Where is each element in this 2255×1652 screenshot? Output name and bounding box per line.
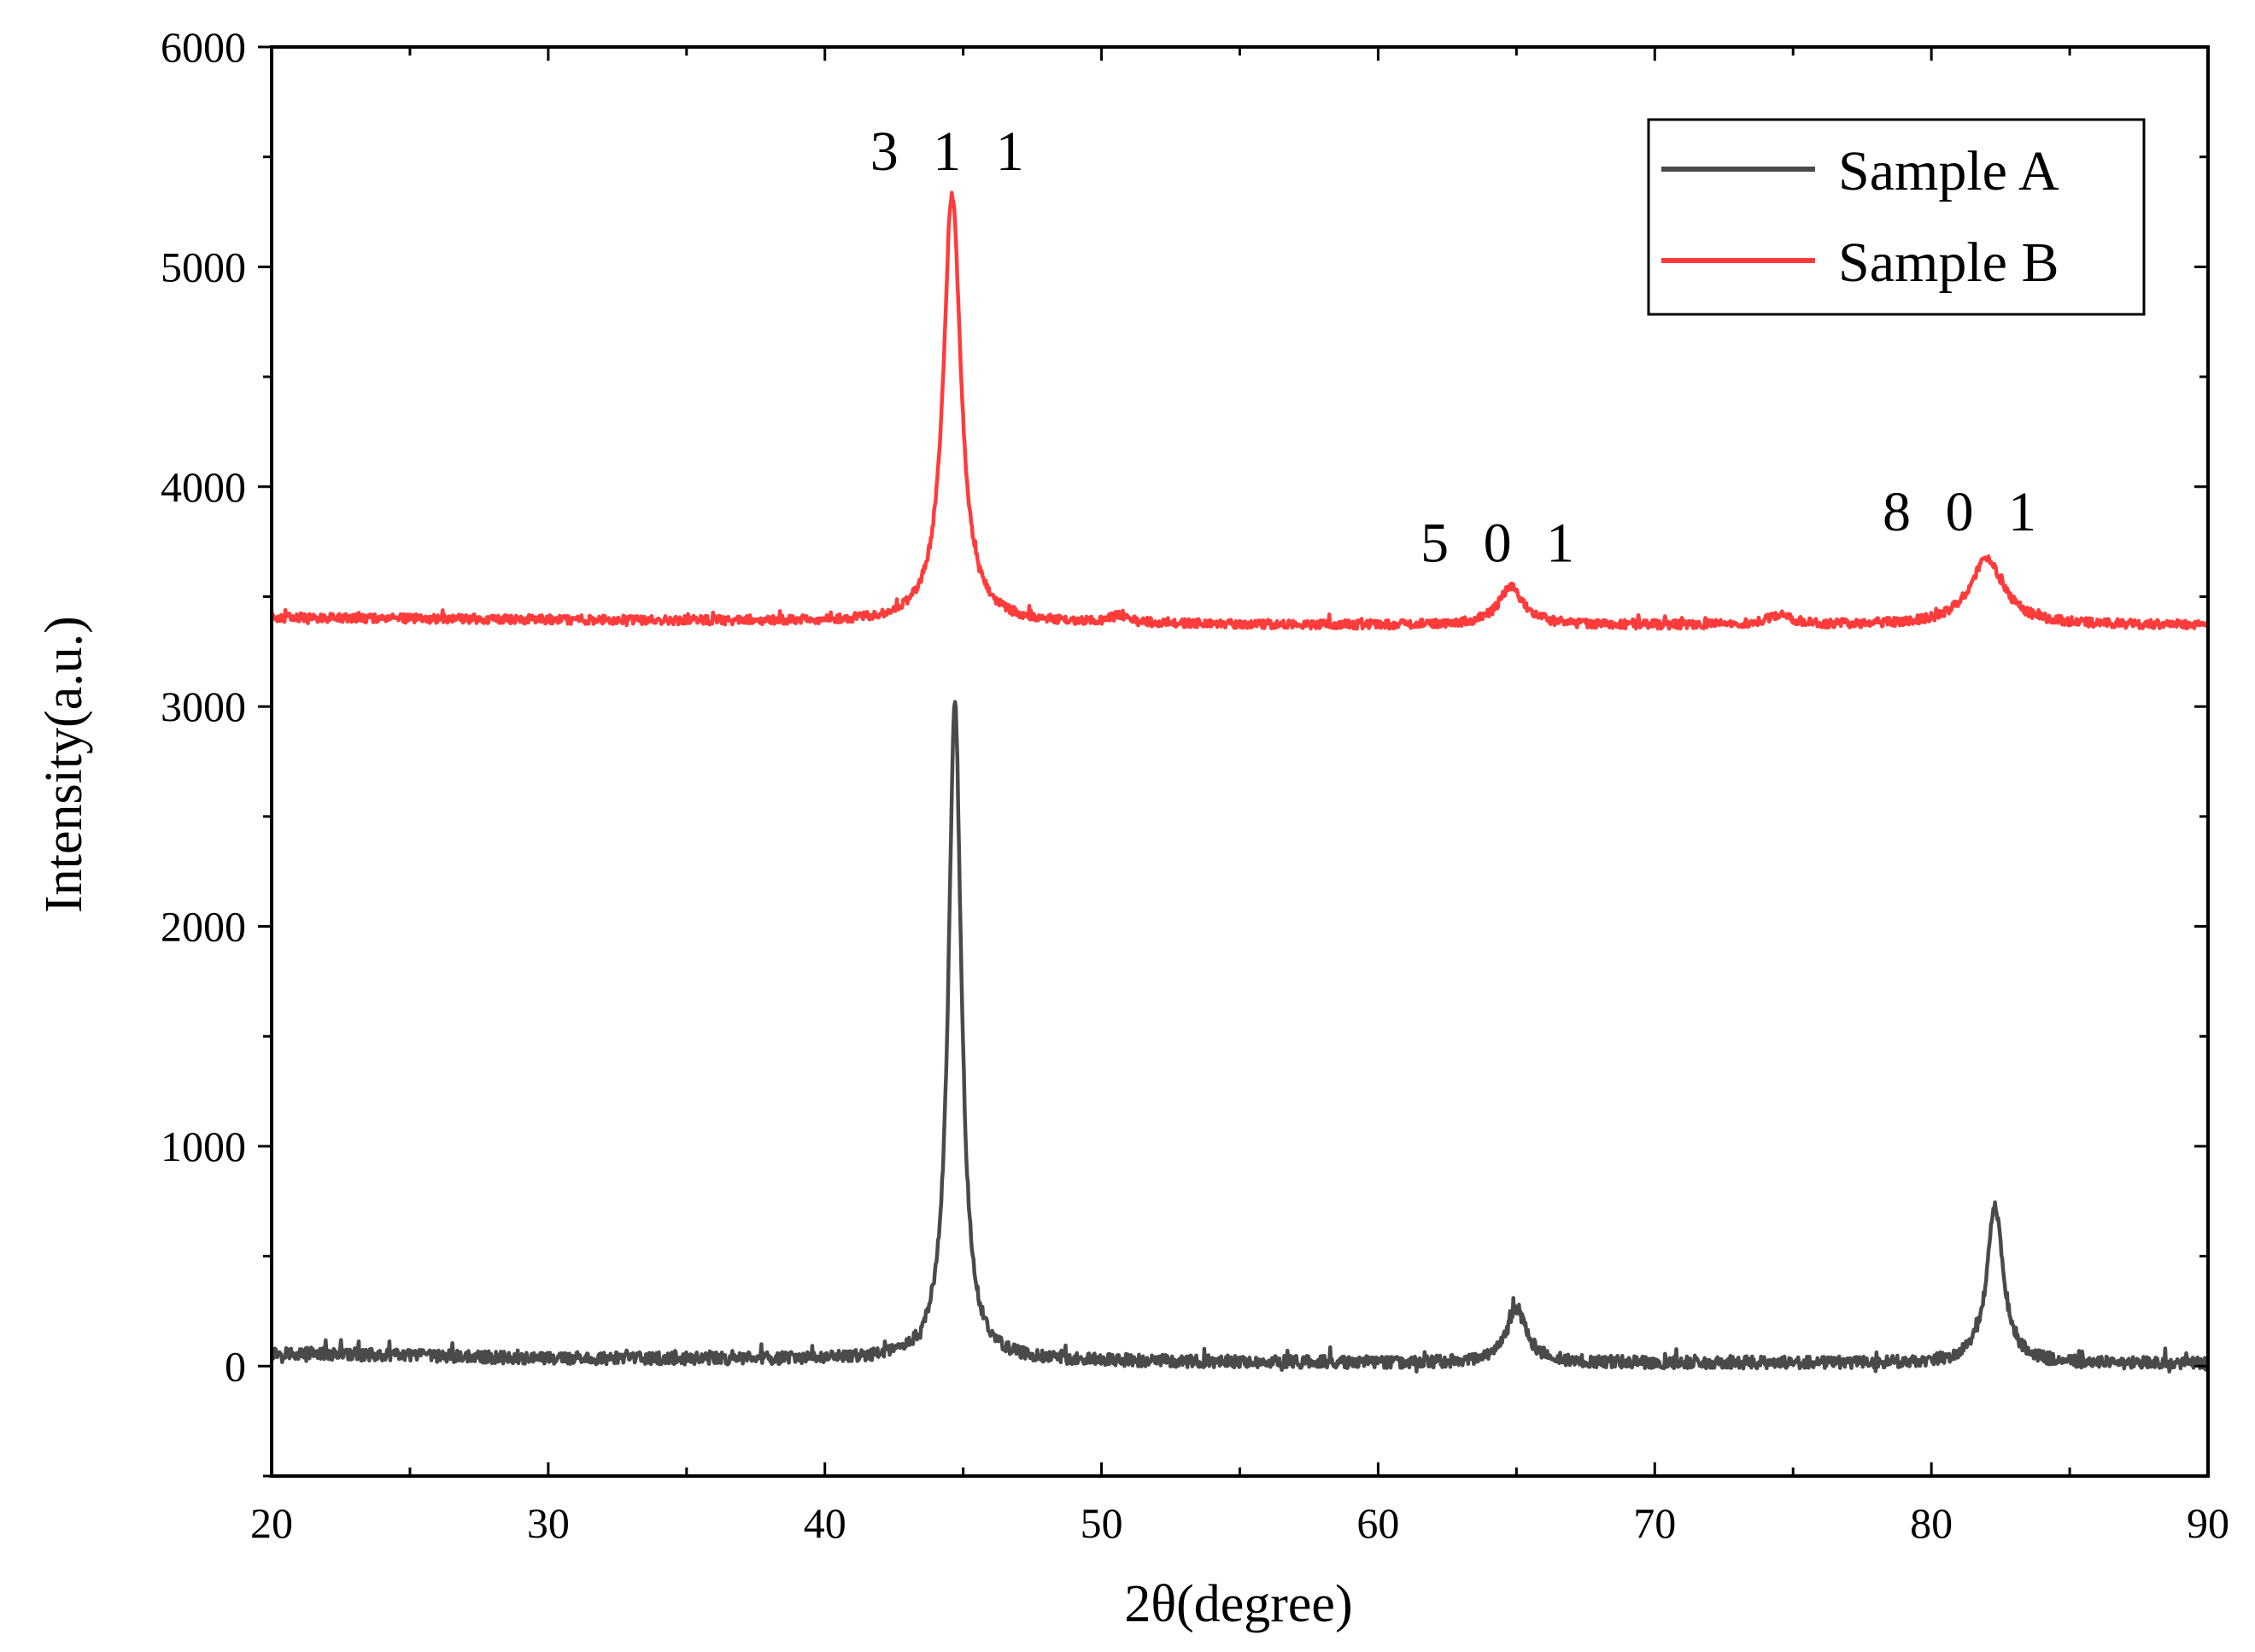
- y-tick-label: 6000: [161, 23, 246, 71]
- legend-label-sample-b: Sample B: [1838, 231, 2059, 294]
- y-tick-label: 5000: [161, 243, 246, 290]
- y-tick-label: 4000: [161, 463, 246, 511]
- annotation-layer: 3 1 1 5 0 1 8 0 1: [870, 120, 2047, 574]
- x-tick-label: 20: [250, 1499, 293, 1547]
- x-tick-label: 50: [1081, 1499, 1123, 1547]
- peak-label-3-1-1: 3 1 1: [870, 120, 1034, 183]
- x-axis-title: 2θ(degree): [1124, 1575, 1352, 1633]
- peak-label-8-0-1: 8 0 1: [1883, 481, 2047, 543]
- x-tick-label: 70: [1633, 1499, 1676, 1547]
- x-tick-label: 60: [1356, 1499, 1399, 1547]
- x-tick-label: 80: [1910, 1499, 1953, 1547]
- y-tick-label: 2000: [161, 903, 246, 951]
- x-tick-label: 90: [2187, 1499, 2229, 1547]
- legend-box: [1647, 118, 2146, 316]
- series-layer: [269, 190, 2211, 1374]
- x-tick-label: 40: [804, 1499, 846, 1547]
- legend-label-sample-a: Sample A: [1838, 140, 2059, 202]
- legend: Sample A Sample B: [1647, 118, 2146, 316]
- y-tick-label: 1000: [161, 1122, 246, 1170]
- y-tick-label: 0: [225, 1342, 246, 1390]
- peak-label-5-0-1: 5 0 1: [1420, 512, 1584, 574]
- x-tick-label: 30: [527, 1499, 570, 1547]
- series-line-sample-a: [270, 700, 2211, 1374]
- y-tick-label: 3000: [161, 682, 246, 730]
- y-axis-title: Intensity(a.u.): [35, 616, 93, 913]
- series-line-sample-b: [269, 190, 2211, 631]
- axis-layer: 20 30 40 50 60 70 80 90 0 1000 2000 3000 4000 5000 600…: [161, 23, 2229, 1547]
